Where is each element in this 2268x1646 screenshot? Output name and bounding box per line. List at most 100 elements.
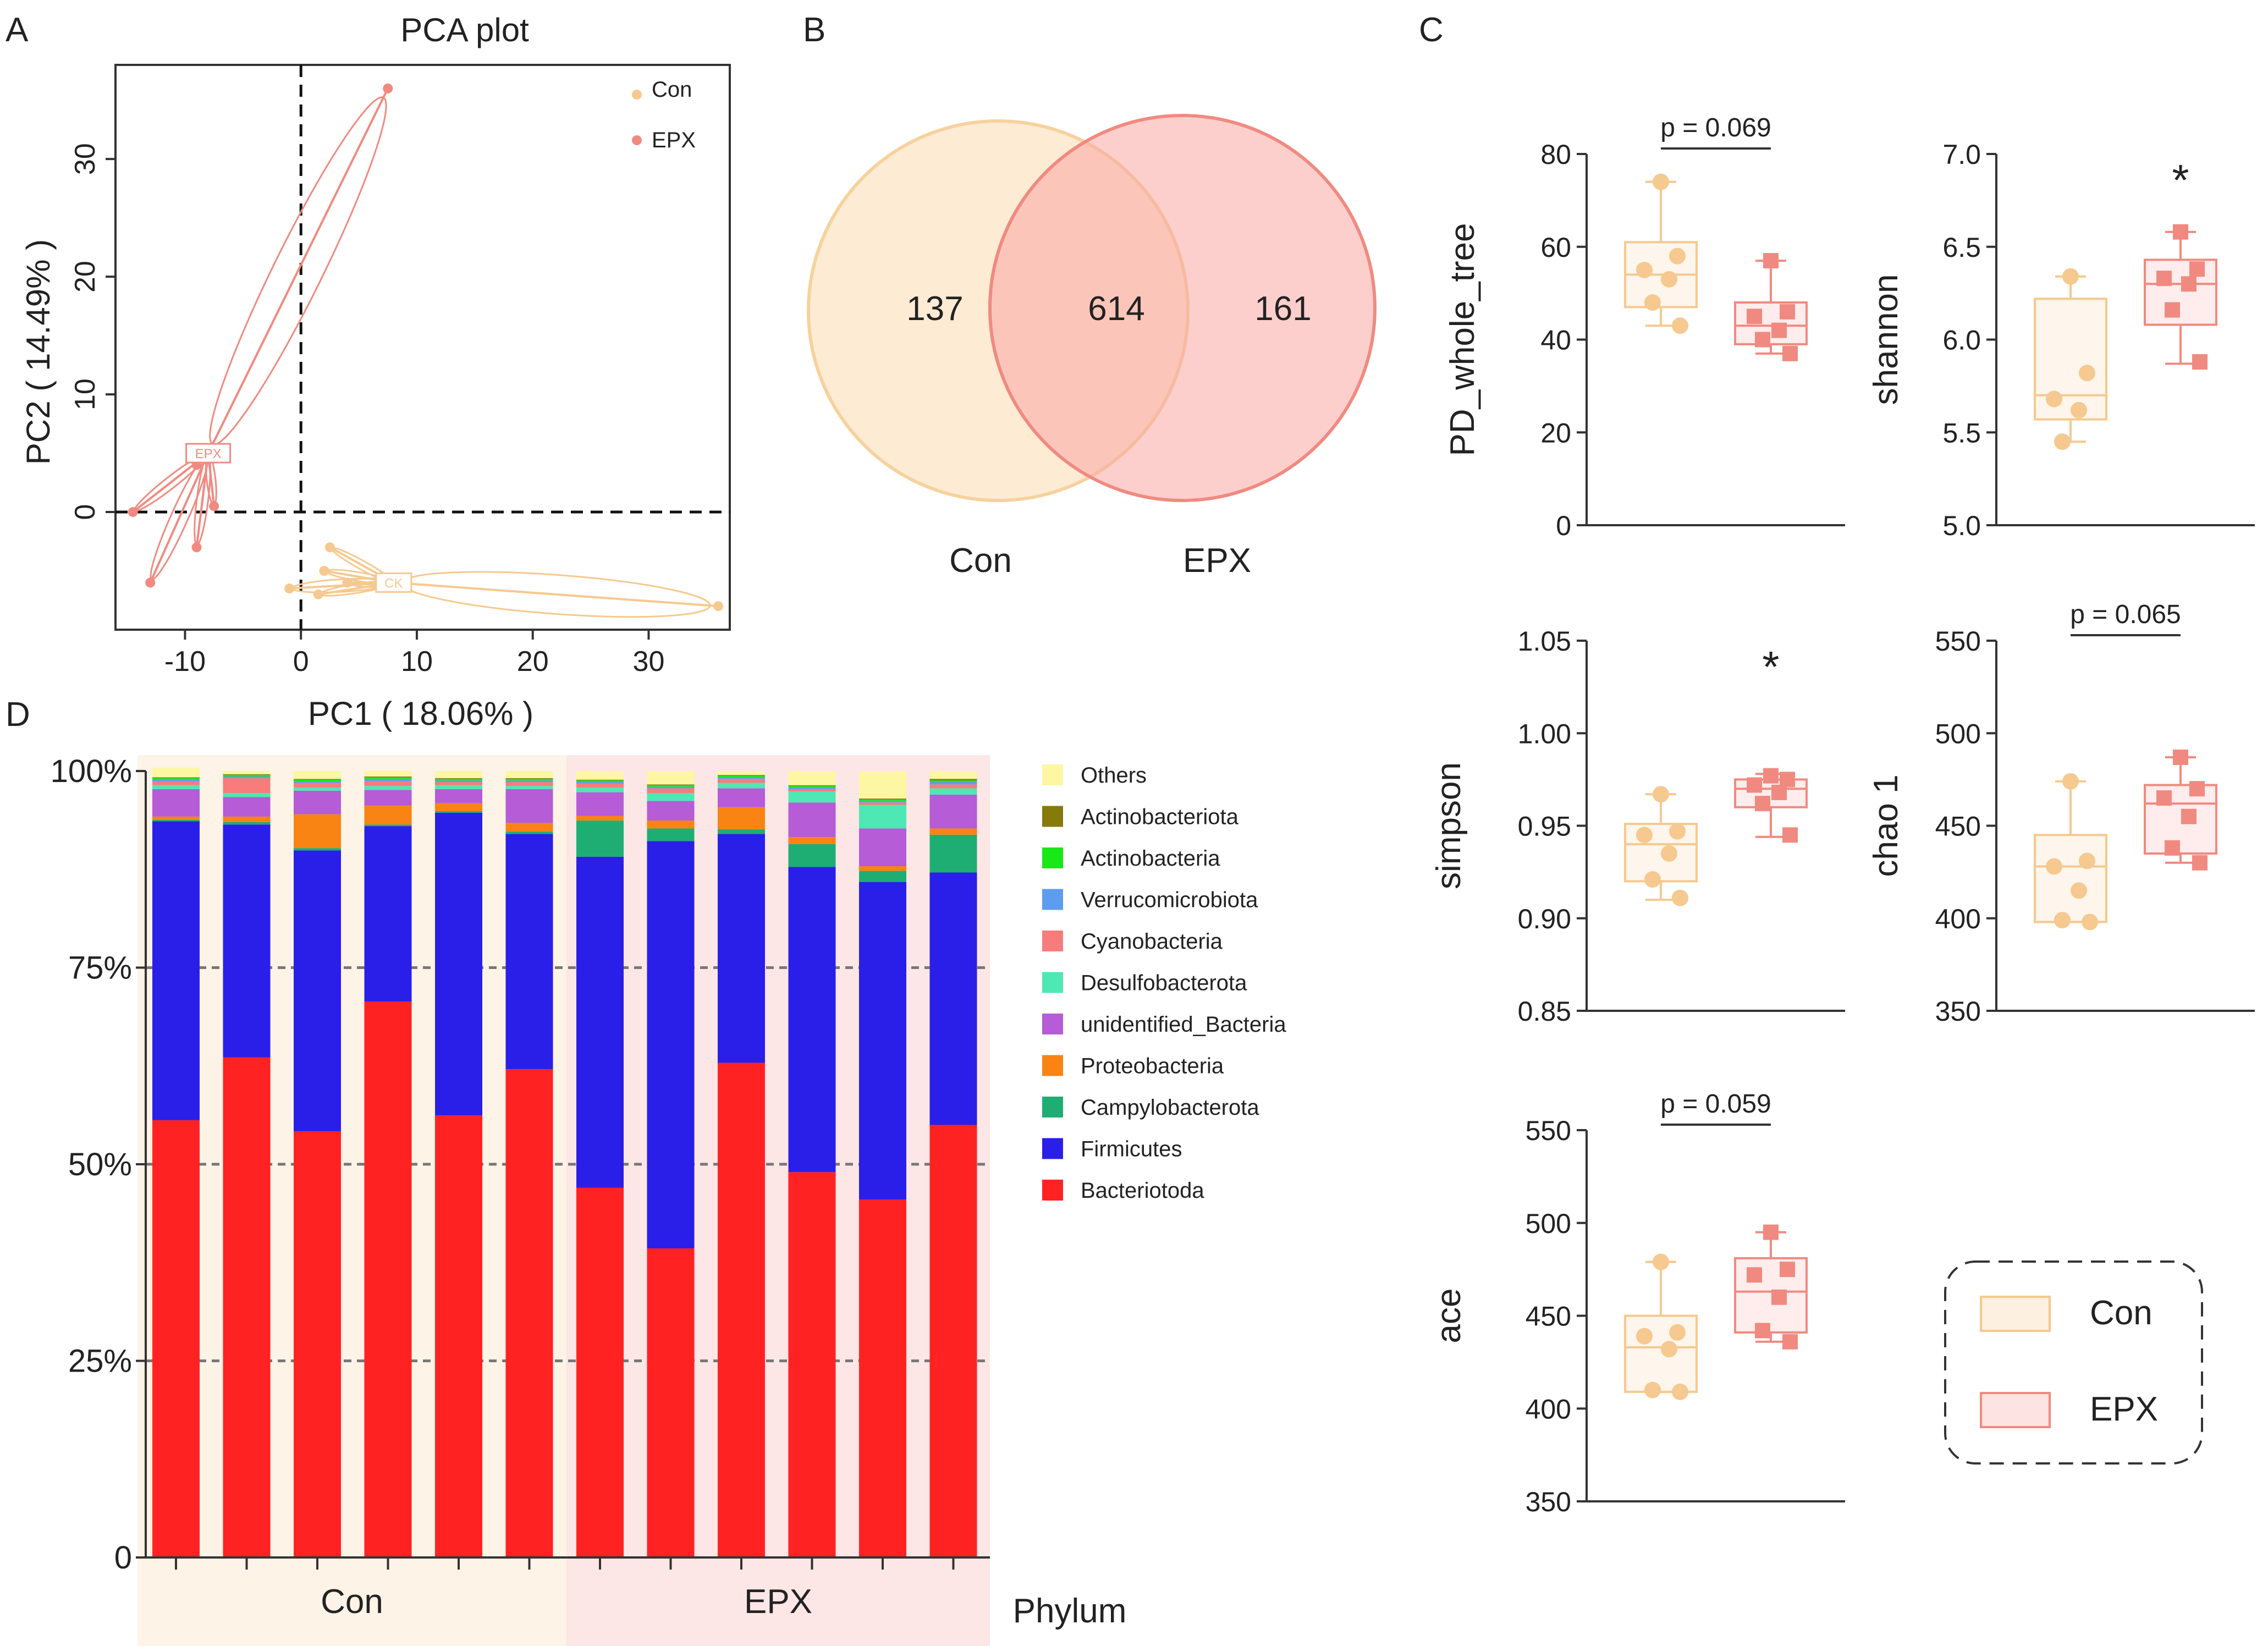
bar-segment-unidentified-bacteria [435,789,482,803]
box-simpson-con-point [1636,827,1653,844]
pca-x-tick-label: 20 [517,646,549,678]
box-pd-whole-tree-con-point [1661,271,1677,288]
con-group-background [137,755,566,1646]
box-shannon-y-axis-label: shannon [1867,274,1905,405]
box-pd-whole-tree-epx-box [1734,301,1808,345]
bar-segment-bacteriotoda [718,1063,765,1557]
box-simpson-con-point [1669,823,1686,840]
legend-label-desulfobacterota: Desulfobacterota [1081,971,1247,995]
box-ace-tick-label: 550 [1526,1115,1571,1146]
bar-segment-desulfobacterota [294,788,341,791]
box-simpson-epx-point [1763,768,1779,784]
bar-segment-unidentified-bacteria [294,790,341,814]
bar-segment-cyanobacteria [364,781,412,786]
bar-segment-verrucomicrobiota [859,801,906,803]
bar-segment-bacteriotoda [788,1172,836,1557]
bar-segment-desulfobacterota [364,786,412,790]
bar-segment-proteobacteria [364,805,412,825]
box-chao-1-con-point [2071,882,2087,899]
pca-epx-spoke [195,453,210,548]
bar-segment-unidentified-bacteria [505,789,553,823]
bar-segment-verrucomicrobiota [718,777,765,779]
box-ace-con-point [1644,1381,1661,1399]
pca-ck-label-box [375,572,412,593]
box-chao-1-epx-point [2181,808,2197,824]
venn-epx-only-count: 161 [1254,290,1311,328]
bar-segment-desulfobacterota [718,783,765,789]
bar-segment-cyanobacteria [859,802,906,805]
bar-segment-others [223,771,271,774]
bar-segment-firmicutes [435,812,482,1116]
box-ace-con-point [1672,1383,1688,1400]
pca-legend-con-marker [632,90,642,100]
bar-segment-bacteriotoda [223,1057,271,1557]
bar-segment-desulfobacterota [505,786,553,789]
bar-segment-unidentified-bacteria [718,788,765,807]
legend-swatch-bacteriotoda [1042,1180,1063,1201]
bar-segment-verrucomicrobiota [788,788,836,789]
bar-segment-bacteriotoda [576,1187,624,1557]
bar-segment-firmicutes [505,834,553,1069]
pca-frame [114,64,731,631]
bar-segment-bacteriotoda [364,1001,412,1557]
bar-segment-others [718,771,765,775]
legend-swatch-firmicutes [1042,1138,1063,1159]
bar-segment-campylobacterota [435,811,482,813]
bar-segment-proteobacteria [294,814,341,849]
bar-segment-cyanobacteria [718,779,765,783]
epx-group-background [566,755,990,1646]
legend-label-verrucomicrobiota: Verrucomicrobiota [1081,888,1258,912]
pca-y-tick-label: 20 [69,261,101,293]
pca-epx-point [128,507,138,518]
box-shannon-con-point [2071,401,2087,419]
box-simpson-epx-point [1780,772,1795,788]
bar-segment-desulfobacterota [788,791,836,803]
box-shannon-con-point [2054,433,2071,450]
bar-segment-firmicutes [647,841,695,1249]
box-shannon-tick-label: 7.0 [1942,139,1981,170]
bar-segment-actinobacteria [647,785,695,787]
bar-segment-actinobacteria [859,799,906,801]
bar-segment-firmicutes [223,824,271,1058]
legend-swatch-unidentified-bacteria [1042,1014,1063,1034]
bar-segment-proteobacteria [788,837,836,844]
bar-segment-unidentified-bacteria [152,789,200,817]
box-simpson-tick-label: 1.05 [1518,626,1571,657]
box-shannon-epx-point [2181,276,2197,292]
bar-segment-firmicutes [294,850,341,1131]
pca-plot: PCA plot -10 0 10 20 30 0 10 20 30 EPX CK Con E… [20,12,731,732]
bar-segment-actinobacteriota [929,779,977,781]
legend-swatch-cyanobacteria [1042,931,1063,951]
bar-segment-others [152,768,200,778]
pca-x-tick-label: 10 [401,646,433,678]
box-shannon-con-box [2034,298,2107,421]
box-pd-whole-tree-p-value: p = 0.069 [1660,113,1771,142]
box-pd-whole-tree-con-point [1669,247,1686,265]
box-simpson-epx-point [1755,796,1770,812]
bar-segment-campylobacterota [223,822,271,825]
pca-con-spoke [393,581,719,608]
bar-segment-actinobacteria [788,786,836,788]
box-pd-whole-tree-con-point [1644,294,1661,311]
legend-label-cyanobacteria: Cyanobacteria [1081,929,1223,954]
bar-segment-actinobacteria [718,775,765,778]
bar-segment-firmicutes [364,826,412,1001]
bar-segment-actinobacteria [576,780,624,783]
pca-ck-label: CK [384,576,403,591]
bar-segment-bacteriotoda [505,1069,553,1557]
con-group-label: Con [321,1583,383,1621]
pca-y-tick-label: 0 [69,504,101,520]
box-chao-1-con-point [2082,913,2098,931]
bar-segment-actinobacteriota [788,785,836,786]
bar-segment-verrucomicrobiota [647,786,695,789]
pca-x-tick-label: -10 [164,646,206,678]
pca-con-point [284,583,295,594]
venn-epx-label: EPX [1183,542,1251,580]
box-shannon-tick-label: 6.0 [1942,325,1981,356]
box-chao-1-tick-label: 550 [1935,626,1981,657]
venn-overlap-count: 614 [1088,290,1144,328]
box-chao-1-con-point [2046,858,2062,875]
bar-segment-others [505,771,553,778]
bar-segment-actinobacteriota [505,778,553,779]
bar-segment-cyanobacteria [152,781,200,785]
